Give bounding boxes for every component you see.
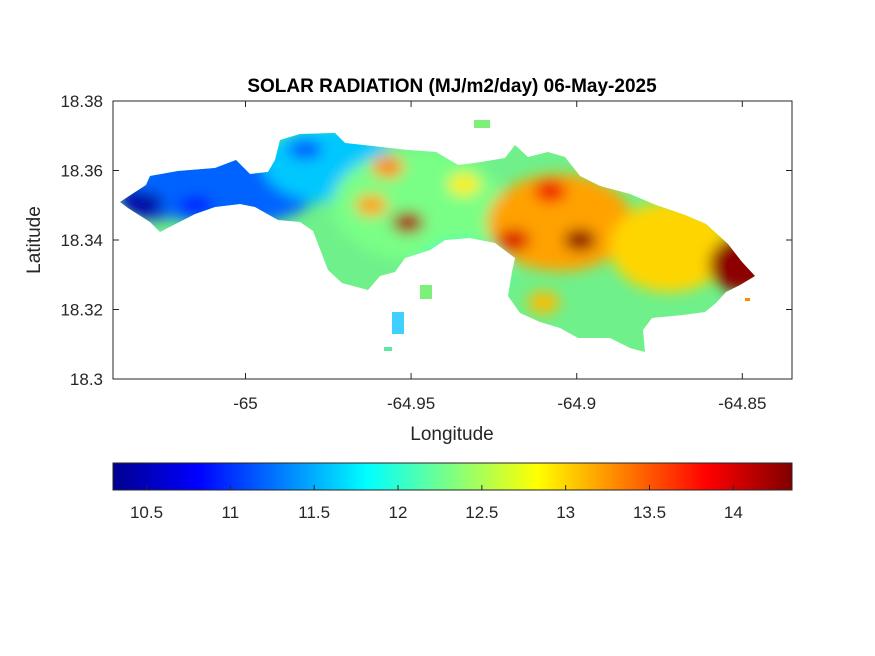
- islet: [420, 285, 432, 299]
- colorbar-tick-label: 12.5: [465, 503, 498, 522]
- hot-spot: [448, 173, 481, 196]
- colorbar-tick-label: 11.5: [298, 503, 330, 522]
- x-tick-label: -65: [233, 394, 258, 413]
- y-tick-label: 18.38: [60, 92, 103, 111]
- hot-spot: [371, 156, 404, 179]
- colorbar-tick-label: 13.5: [633, 503, 666, 522]
- y-axis-label: Latitude: [24, 206, 45, 274]
- heat-region-east: [609, 201, 730, 293]
- cold-spot: [129, 192, 164, 211]
- x-tick-label: -64.85: [718, 394, 766, 413]
- y-tick-label: 18.34: [60, 231, 103, 250]
- y-tick-label: 18.3: [70, 370, 103, 389]
- hot-spot: [534, 180, 567, 203]
- hot-spot: [527, 291, 560, 314]
- x-tick-label: -64.95: [387, 394, 435, 413]
- hot-spot: [355, 194, 388, 217]
- colorbar-tick-label: 12: [389, 503, 408, 522]
- colorbar-tick-label: 14: [724, 503, 743, 522]
- islet: [745, 298, 750, 301]
- hot-spot: [564, 229, 597, 251]
- hot-spot: [391, 211, 424, 234]
- islet: [392, 312, 404, 334]
- hot-spot: [497, 229, 530, 251]
- x-tick-label: -64.9: [557, 394, 596, 413]
- colorbar-tick-label: 11: [222, 503, 240, 522]
- colorbar-ticks: 10.5 11 11.5 12 12.5 13 13.5 14: [130, 485, 743, 522]
- cold-spot: [178, 196, 213, 215]
- x-axis: -65 -64.95 -64.9 -64.85: [233, 101, 766, 413]
- cold-spot: [288, 140, 323, 159]
- colorbar: [112, 462, 793, 491]
- islet: [474, 120, 490, 128]
- x-axis-label: Longitude: [410, 424, 493, 445]
- chart-title: SOLAR RADIATION (MJ/m2/day) 06-May-2025: [247, 76, 657, 97]
- y-tick-label: 18.36: [60, 162, 103, 181]
- islet: [384, 347, 392, 351]
- y-tick-label: 18.32: [60, 301, 103, 320]
- y-axis: 18.3 18.32 18.34 18.36 18.38: [60, 92, 792, 389]
- colorbar-tick-label: 13: [556, 503, 575, 522]
- colorbar-tick-label: 10.5: [130, 503, 163, 522]
- islets: [384, 120, 750, 351]
